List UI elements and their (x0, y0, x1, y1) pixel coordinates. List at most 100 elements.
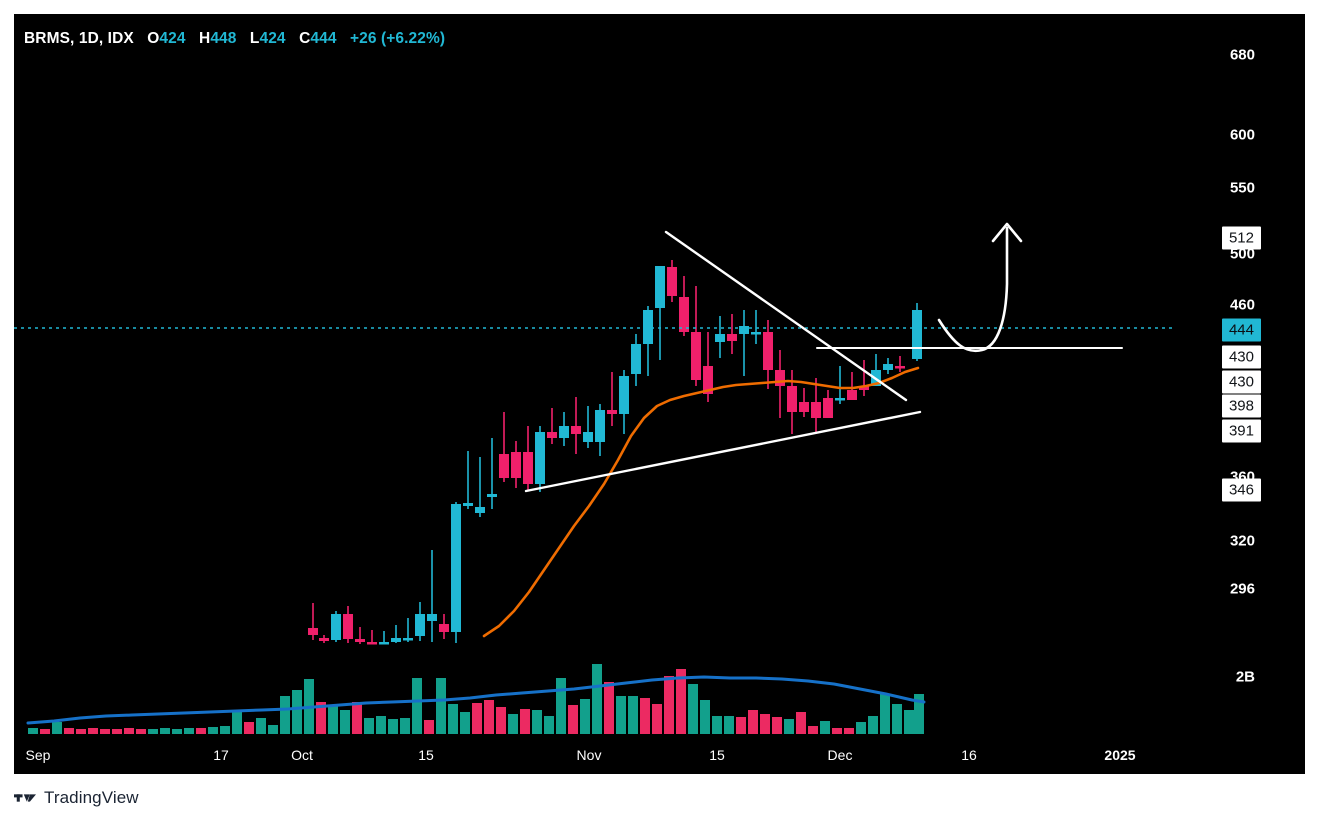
volume-bar (232, 712, 242, 734)
volume-bar (244, 722, 254, 734)
volume-bar (376, 716, 386, 734)
volume-bar (256, 718, 266, 734)
candle-body (331, 614, 341, 640)
volume-bar (148, 729, 158, 734)
volume-bar (52, 722, 62, 734)
price-axis-label: 512 (1221, 226, 1261, 250)
volume-bar (652, 704, 662, 734)
volume-bar (892, 704, 902, 734)
volume-bar (424, 720, 434, 734)
time-axis-label: Oct (291, 747, 313, 763)
volume-bar (640, 698, 650, 734)
tradingview-logo-icon (14, 791, 36, 805)
candle-body (595, 410, 605, 442)
candle-body (763, 332, 773, 370)
candle-body (475, 507, 485, 513)
ascending-support-trendline[interactable] (524, 410, 922, 493)
price-axis[interactable]: 680 600 550 512 500 460 444 430 430 398 391 360 346 3… (1175, 14, 1305, 736)
open-key: O (147, 30, 160, 47)
candle-body (823, 398, 833, 418)
close-key: C (299, 30, 311, 47)
time-axis-label: 2025 (1104, 747, 1136, 763)
time-axis-label: Nov (576, 747, 602, 763)
tradingview-branding[interactable]: TradingView (14, 788, 139, 808)
descending-resistance-trendline[interactable] (664, 230, 908, 402)
candle-body (691, 332, 701, 380)
candle-body (308, 628, 318, 635)
arrow-head-icon (991, 222, 1023, 243)
candle-body (787, 386, 797, 412)
candle-body (847, 390, 857, 400)
price-axis-label: 600 (1229, 126, 1255, 144)
volume-bar (868, 716, 878, 734)
high-key: H (199, 30, 211, 47)
candle-body (415, 614, 425, 636)
candle-body (463, 503, 473, 506)
volume-bar (760, 714, 770, 734)
volume-bar (88, 728, 98, 734)
volume-bar (856, 722, 866, 734)
candle-body (487, 494, 497, 497)
candle-body (895, 366, 905, 369)
volume-bar (796, 712, 806, 734)
volume-bar (484, 700, 494, 734)
volume-bar (208, 727, 218, 734)
volume-bar (748, 710, 758, 734)
volume-bar (914, 694, 924, 734)
chart-canvas (14, 222, 1175, 734)
candle-body (703, 366, 713, 394)
candle-body (367, 642, 377, 645)
volume-bar (64, 728, 74, 734)
candle-body (427, 614, 437, 621)
symbol-label[interactable]: BRMS, 1D, IDX (24, 30, 134, 47)
volume-bar (628, 696, 638, 734)
price-axis-label: 391 (1221, 419, 1261, 443)
volume-bar (280, 696, 290, 734)
volume-bar (568, 705, 578, 734)
volume-bar (832, 728, 842, 734)
volume-bar (220, 726, 230, 734)
time-axis-label: 15 (709, 747, 725, 763)
volume-bar (184, 728, 194, 734)
candle-body (547, 432, 557, 438)
candle-body (811, 402, 821, 418)
volume-bar (160, 728, 170, 734)
current-price-label[interactable]: 444 (1221, 318, 1261, 342)
volume-bar (712, 716, 722, 734)
candle-body (655, 266, 665, 308)
volume-bar (724, 716, 734, 734)
time-axis-label: 16 (961, 747, 977, 763)
price-ma-line (482, 366, 920, 638)
candle-body (859, 386, 869, 390)
volume-bar (112, 729, 122, 734)
candle-body (535, 432, 545, 484)
candle-body (739, 326, 749, 334)
high-value: 448 (210, 30, 237, 47)
price-axis-label: 680 (1229, 46, 1255, 64)
volume-bar (736, 717, 746, 734)
bullish-curved-arrow[interactable] (937, 226, 1009, 353)
volume-bar (700, 700, 710, 734)
price-axis-label: 430 (1221, 345, 1261, 369)
candle-body (499, 454, 509, 478)
price-chart-plot-area[interactable] (14, 14, 1175, 736)
candle-body (511, 452, 521, 478)
close-value: 444 (310, 30, 337, 47)
time-axis[interactable]: Sep 17 Oct 15 Nov 15 Dec 16 2025 (14, 736, 1305, 774)
volume-bar (532, 710, 542, 734)
volume-bar (400, 718, 410, 734)
candle-body (391, 638, 401, 642)
volume-bar (196, 728, 206, 734)
candle-body (883, 364, 893, 370)
price-axis-label: 296 (1229, 580, 1255, 598)
volume-bar (292, 690, 302, 734)
volume-bar (448, 704, 458, 734)
price-axis-label: 430 (1221, 370, 1261, 394)
volume-bar (388, 719, 398, 734)
chart-legend[interactable]: BRMS, 1D, IDX O424 H448 L424 C444 +26 (+… (24, 30, 445, 48)
volume-bar (904, 710, 914, 734)
volume-ma-line (26, 675, 926, 725)
time-axis-label: Dec (827, 747, 853, 763)
volume-bar (172, 729, 182, 734)
